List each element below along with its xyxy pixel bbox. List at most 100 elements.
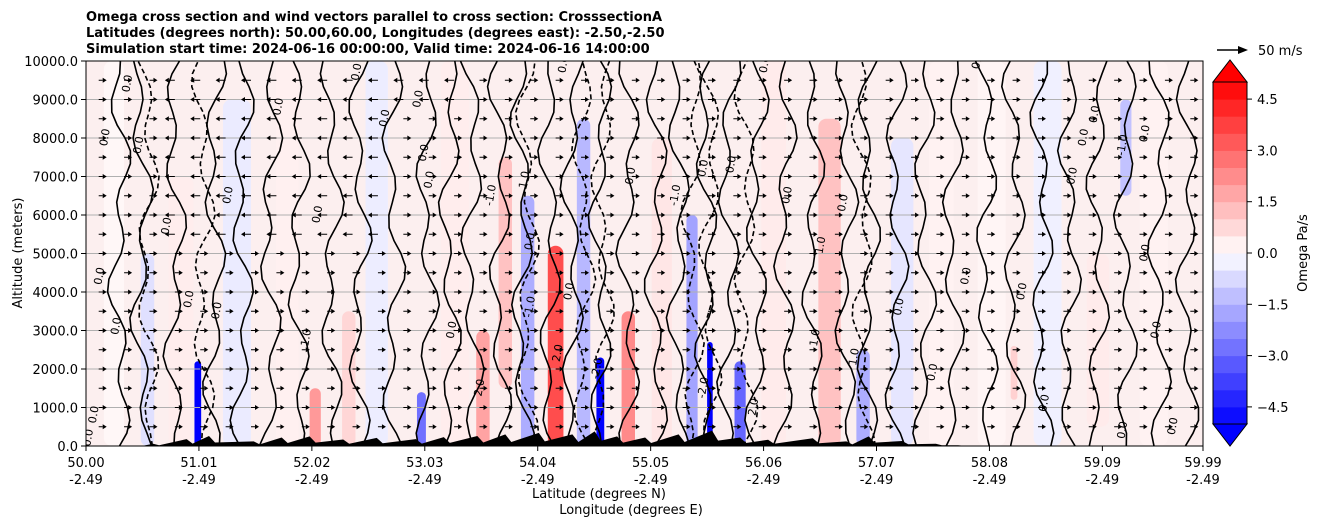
wind-vector-head — [381, 270, 386, 276]
wind-vector-head — [102, 251, 107, 256]
wind-vector-head — [991, 97, 996, 102]
wind-vector-head — [407, 135, 412, 141]
wind-vector-head — [367, 116, 372, 122]
colorbar-tick-label: −4.5 — [1257, 401, 1289, 416]
colorbar-band — [1213, 406, 1247, 425]
wind-vector-head — [331, 347, 336, 353]
wind-vector-head — [1016, 77, 1021, 83]
wind-vector-head — [291, 174, 296, 179]
contour-label: 2.0 — [746, 397, 762, 416]
quiver-key-arrowhead — [1238, 46, 1248, 54]
wind-vector-head — [291, 193, 296, 199]
wind-vector-head — [1168, 174, 1173, 179]
wind-vector-head — [838, 347, 843, 353]
wind-vector-head — [317, 231, 322, 237]
wind-vector-head — [432, 251, 437, 256]
x-tick-label-longitude: -2.49 — [747, 473, 781, 488]
wind-vector-head — [610, 328, 615, 333]
wind-vector-head — [317, 212, 322, 218]
wind-vector-head — [737, 77, 742, 83]
wind-vector-head — [915, 308, 920, 314]
wind-vector-head — [178, 251, 183, 256]
title-line-3: Simulation start time: 2024-06-16 00:00:… — [86, 42, 650, 57]
wind-vector-head — [407, 289, 412, 295]
wind-vector-head — [788, 289, 793, 295]
wind-vector-head — [813, 231, 818, 237]
wind-vector-head — [317, 193, 322, 199]
wind-vector-head — [686, 328, 691, 333]
wind-vector-head — [1118, 212, 1123, 218]
wind-vector-head — [1016, 193, 1021, 199]
wind-vector-head — [367, 97, 372, 102]
wind-vector-head — [965, 212, 970, 218]
wind-vector-head — [737, 385, 742, 391]
wind-vector-head — [483, 289, 488, 295]
wind-vector-head — [1041, 77, 1046, 83]
wind-vector-head — [153, 270, 158, 276]
wind-vector-head — [381, 424, 386, 430]
wind-vector-head — [737, 308, 742, 314]
wind-vector-head — [965, 97, 970, 102]
contour-label: 0.0 — [695, 158, 711, 177]
x-tick-label-longitude: -2.49 — [634, 473, 668, 488]
wind-vector-head — [635, 308, 640, 314]
wind-vector-head — [508, 405, 513, 410]
wind-vector-head — [1016, 347, 1021, 353]
wind-vector-head — [762, 405, 767, 410]
wind-vector-head — [686, 212, 691, 218]
wind-vector-head — [1118, 289, 1123, 295]
wind-vector-head — [838, 328, 843, 333]
wind-vector-head — [1016, 385, 1021, 391]
wind-vector-head — [585, 270, 590, 276]
wind-vector-head — [508, 193, 513, 199]
wind-vector-head — [838, 212, 843, 218]
contour-label: 0.0 — [891, 297, 907, 316]
wind-vector-head — [190, 135, 195, 141]
wind-vector-head — [102, 328, 107, 333]
wind-vector-head — [483, 77, 488, 83]
wind-vector-head — [711, 97, 716, 102]
wind-vector-head — [1067, 270, 1072, 276]
wind-vector-head — [381, 366, 386, 372]
wind-vector-head — [711, 212, 716, 218]
wind-vector-head — [153, 135, 158, 141]
wind-vector-head — [483, 328, 488, 333]
wind-vector-head — [407, 231, 412, 237]
wind-vector-head — [291, 154, 296, 160]
wind-vector-head — [915, 135, 920, 141]
wind-vector-head — [393, 77, 398, 83]
wind-vector-head — [635, 328, 640, 333]
wind-vector-head — [635, 251, 640, 256]
wind-vector-head — [1041, 154, 1046, 160]
wind-vector-head — [229, 366, 234, 372]
wind-vector-head — [889, 366, 894, 372]
wind-vector-head — [215, 231, 220, 237]
wind-vector-head — [940, 405, 945, 410]
wind-vector-head — [915, 347, 920, 353]
contour-line — [1029, 61, 1055, 446]
contour-label: 1.0 — [807, 328, 823, 347]
wind-vector-head — [458, 174, 463, 179]
wind-vector-head — [1118, 116, 1123, 122]
wind-vector-head — [762, 135, 767, 141]
wind-vector-head — [407, 328, 412, 333]
wind-vector-head — [661, 231, 666, 237]
contour-label: 0.0 — [1064, 166, 1080, 185]
wind-vector-head — [915, 77, 920, 83]
contour-label: 0.0 — [1137, 243, 1153, 262]
wind-vector-head — [1118, 366, 1123, 372]
wind-vector-head — [266, 77, 271, 83]
wind-vector-head — [1194, 77, 1199, 83]
wind-vector-head — [610, 347, 615, 353]
colorbar-band — [1213, 116, 1247, 134]
contour-label: 0.0 — [377, 108, 393, 127]
wind-vector-head — [1143, 385, 1148, 391]
wind-vector-head — [686, 135, 691, 141]
wind-vector-head — [965, 116, 970, 122]
wind-vector-head — [965, 193, 970, 199]
wind-vector-head — [559, 212, 564, 218]
contour-label: -1.0 — [522, 295, 539, 318]
wind-vector-head — [940, 270, 945, 276]
wind-vector-head — [838, 289, 843, 295]
